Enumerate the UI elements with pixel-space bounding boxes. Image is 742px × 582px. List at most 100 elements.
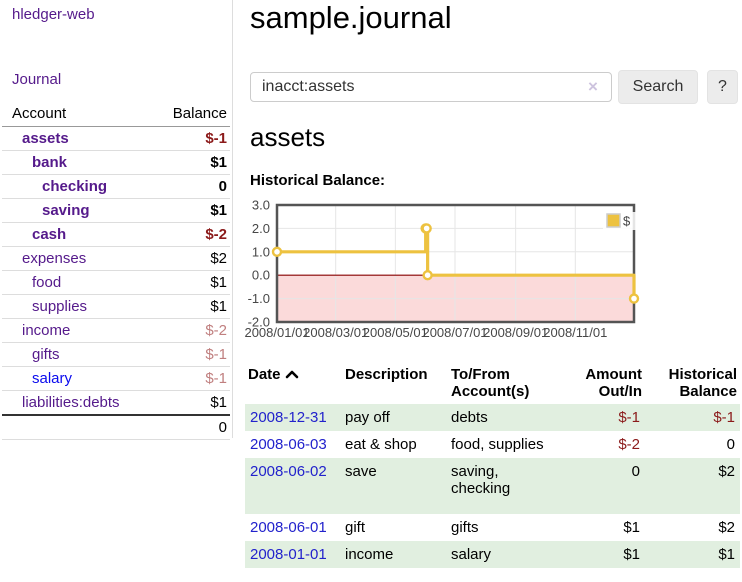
- transaction-accounts: debts: [448, 404, 565, 431]
- svg-text:2008/05/01: 2008/05/01: [363, 325, 428, 340]
- svg-text:$: $: [623, 214, 631, 229]
- transaction-balance: $2: [645, 458, 740, 514]
- account-row[interactable]: supplies $1: [2, 294, 230, 319]
- svg-text:-1.0: -1.0: [248, 291, 270, 306]
- account-balance: 0: [147, 174, 230, 199]
- register-row[interactable]: 2008-12-31 pay off debts $-1 $-1: [245, 404, 740, 431]
- account-row[interactable]: saving $1: [2, 198, 230, 223]
- account-link-salary[interactable]: salary: [32, 370, 73, 387]
- search-form: × Search ?: [250, 70, 742, 104]
- accounts-header-balance: Balance: [147, 102, 230, 127]
- transaction-description: pay off: [342, 404, 448, 431]
- page-title: sample.journal: [250, 0, 452, 35]
- account-heading: assets: [250, 122, 326, 152]
- transaction-date-link[interactable]: 2008-01-01: [250, 546, 327, 563]
- account-balance: $1: [147, 198, 230, 223]
- register-header-accounts: To/From Account(s): [451, 366, 530, 400]
- transaction-date-link[interactable]: 2008-12-31: [250, 409, 327, 426]
- svg-text:0.0: 0.0: [252, 268, 270, 283]
- svg-text:2008/09/01: 2008/09/01: [483, 325, 548, 340]
- register-row[interactable]: 2008-06-01 gift gifts $1 $2: [245, 514, 740, 541]
- account-row[interactable]: assets $-1: [2, 126, 230, 151]
- svg-text:2008/03/01: 2008/03/01: [303, 325, 368, 340]
- account-row[interactable]: salary $-1: [2, 366, 230, 391]
- accounts-header-row: Account Balance: [2, 102, 230, 127]
- account-row[interactable]: expenses $2: [2, 246, 230, 271]
- transaction-description: save: [342, 458, 448, 514]
- register-header-balance: Historical Balance: [668, 366, 737, 400]
- account-link-liabilities-debts[interactable]: liabilities:debts: [22, 394, 120, 411]
- sort-asc-icon: [285, 370, 298, 379]
- register-row[interactable]: 2008-06-03 eat & shop food, supplies $-2…: [245, 431, 740, 458]
- sidebar-item-journal[interactable]: Journal: [12, 71, 62, 88]
- account-link-cash[interactable]: cash: [32, 226, 67, 243]
- register-row[interactable]: 2008-06-02 save saving, checking 0 $2: [245, 458, 740, 514]
- account-balance: $1: [147, 150, 230, 175]
- account-link-expenses[interactable]: expenses: [22, 250, 87, 267]
- accounts-total-row: 0: [2, 415, 230, 440]
- clear-search-icon[interactable]: ×: [588, 77, 598, 96]
- register-header-amount: Amount Out/In: [585, 366, 642, 400]
- account-balance: $-2: [147, 222, 230, 247]
- transaction-accounts: food, supplies: [451, 436, 544, 453]
- account-balance: $-1: [147, 126, 230, 151]
- register-row[interactable]: 2008-01-01 income salary $1 $1: [245, 541, 740, 568]
- account-row[interactable]: gifts $-1: [2, 342, 230, 367]
- transaction-balance: 0: [726, 436, 735, 453]
- account-row[interactable]: cash $-2: [2, 222, 230, 247]
- register-header-date[interactable]: Date: [245, 362, 342, 404]
- account-balance: $1: [147, 270, 230, 295]
- account-balance: $-1: [147, 366, 230, 391]
- transaction-description: gift: [345, 519, 366, 536]
- svg-text:2.0: 2.0: [252, 221, 270, 236]
- account-row[interactable]: checking 0: [2, 174, 230, 199]
- transaction-balance: $-1: [645, 404, 740, 431]
- account-link-supplies[interactable]: supplies: [32, 298, 88, 315]
- account-balance: $1: [147, 294, 230, 319]
- transaction-description: income: [342, 541, 448, 568]
- accounts-table: Account Balance assets $-1 bank $1 check…: [2, 102, 230, 440]
- transaction-accounts: saving, checking: [448, 458, 565, 514]
- search-button[interactable]: Search: [618, 70, 698, 104]
- account-link-food[interactable]: food: [32, 274, 62, 291]
- account-row[interactable]: food $1: [2, 270, 230, 295]
- account-link-saving[interactable]: saving: [42, 202, 90, 219]
- transaction-description: eat & shop: [345, 436, 417, 453]
- sidebar-divider: [232, 0, 233, 438]
- transaction-date-link[interactable]: 2008-06-03: [250, 436, 327, 453]
- svg-text:1.0: 1.0: [252, 244, 270, 259]
- account-balance: $-1: [147, 342, 230, 367]
- account-link-bank[interactable]: bank: [32, 154, 68, 171]
- account-row[interactable]: liabilities:debts $1: [2, 390, 230, 416]
- register-header-row: Date Description To/From Account(s) Amou…: [245, 362, 740, 404]
- transaction-accounts: salary: [448, 541, 565, 568]
- transaction-accounts: gifts: [451, 519, 479, 536]
- svg-text:2008/07/01: 2008/07/01: [422, 325, 487, 340]
- account-link-checking[interactable]: checking: [42, 178, 108, 195]
- svg-text:2008/01/01: 2008/01/01: [245, 325, 310, 340]
- transaction-date-link[interactable]: 2008-06-01: [250, 519, 327, 536]
- brand-link[interactable]: hledger-web: [12, 6, 95, 23]
- svg-text:-2.0: -2.0: [248, 315, 270, 330]
- svg-text:3.0: 3.0: [252, 199, 270, 213]
- account-link-gifts[interactable]: gifts: [32, 346, 60, 363]
- account-row[interactable]: income $-2: [2, 318, 230, 343]
- chart-title: Historical Balance:: [250, 172, 386, 189]
- transaction-amount: $1: [623, 519, 640, 536]
- transaction-amount: $-1: [565, 404, 645, 431]
- account-link-income[interactable]: income: [22, 322, 71, 339]
- transaction-date-link[interactable]: 2008-06-02: [250, 463, 327, 480]
- transaction-balance: $2: [718, 519, 735, 536]
- account-row[interactable]: bank $1: [2, 150, 230, 175]
- search-input[interactable]: [250, 72, 612, 102]
- register-header-description: Description: [345, 366, 428, 383]
- account-balance: $-2: [147, 318, 230, 343]
- accounts-total-balance: 0: [147, 415, 230, 440]
- accounts-header-account: Account: [2, 102, 148, 127]
- register-table: Date Description To/From Account(s) Amou…: [245, 362, 740, 568]
- help-button[interactable]: ?: [707, 70, 738, 104]
- historical-balance-chart: 3.0 2.0 1.0 0.0 -1.0 -2.02008/01/012008/03/01…: [245, 199, 640, 340]
- transaction-balance: $1: [645, 541, 740, 568]
- account-link-assets[interactable]: assets: [22, 130, 69, 147]
- transaction-amount: $1: [565, 541, 645, 568]
